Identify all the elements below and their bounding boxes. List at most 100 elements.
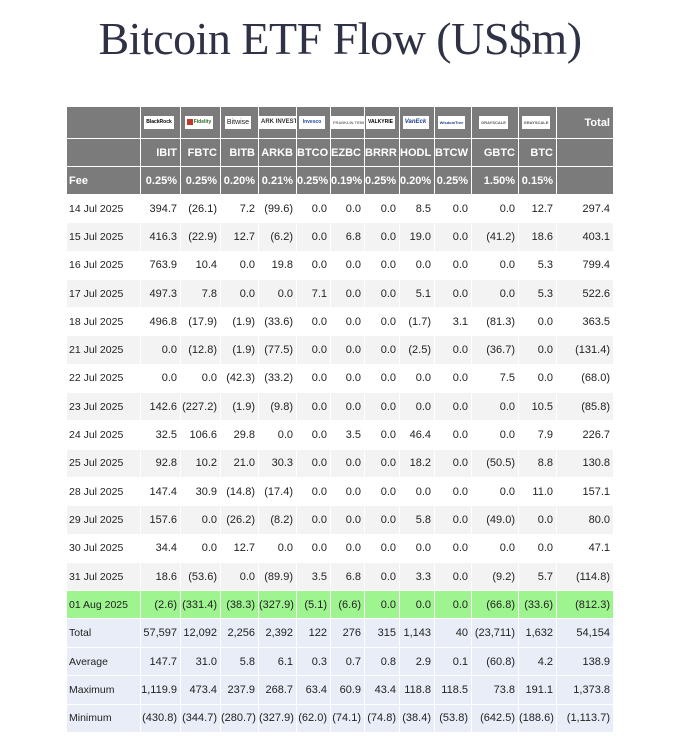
table-row: 31 Jul 2025 18.6 (53.6) 0.0 (89.9) 3.5 6.8 0.0 3… xyxy=(66,561,614,592)
flow-value-cell: (227.2) xyxy=(180,392,221,422)
ticker-header[interactable]: FBTC xyxy=(180,138,221,167)
flow-value-cell: 0.0 xyxy=(434,505,472,535)
flow-value-cell: (53.8) xyxy=(434,703,472,734)
ticker-header[interactable]: BITB xyxy=(220,138,259,167)
flow-value-cell: (89.9) xyxy=(258,561,297,592)
flow-value-cell: 6.1 xyxy=(258,646,297,677)
flow-value-cell: 12.7 xyxy=(518,193,557,224)
ticker-header[interactable]: BTCO xyxy=(296,138,331,167)
flow-value-cell: (42.3) xyxy=(220,363,259,394)
flow-value-cell: (60.8) xyxy=(471,646,519,677)
ticker-header[interactable]: BRRR xyxy=(364,138,400,167)
fund-logo-cell: GRAYSCALE xyxy=(471,106,519,139)
franklin-logo: FRANKLIN TEMPLETON xyxy=(331,116,364,129)
flow-value-cell: 0.0 xyxy=(471,420,519,450)
flow-value-cell: 0.0 xyxy=(364,420,400,450)
flow-value-cell: 0.0 xyxy=(220,250,259,280)
total-value-cell: (85.8) xyxy=(556,392,614,422)
flow-value-cell: (8.2) xyxy=(258,505,297,535)
flow-value-cell: 7.9 xyxy=(518,420,557,450)
date-cell: 30 Jul 2025 xyxy=(66,533,141,563)
flow-value-cell: (2.5) xyxy=(399,335,435,365)
total-value-cell: 403.1 xyxy=(556,222,614,252)
date-cell: 29 Jul 2025 xyxy=(66,505,141,535)
flow-value-cell: 142.6 xyxy=(140,392,181,422)
flow-value-cell: (327.9) xyxy=(258,590,297,620)
flow-value-cell: 1,632 xyxy=(518,618,557,648)
vaneck-logo: VanEck xyxy=(402,116,429,129)
page-title: Bitcoin ETF Flow (US$m) xyxy=(98,13,582,64)
flow-value-cell: 118.5 xyxy=(434,675,472,705)
fee-cell: 0.25% xyxy=(434,166,472,195)
ticker-header[interactable]: EZBC xyxy=(330,138,365,167)
summary-row: Total 57,597 12,092 2,256 2,392 122 276 315 1,14… xyxy=(66,618,614,648)
table-row: 15 Jul 2025 416.3 (22.9) 12.7 (6.2) 0.0 6.8 0.0… xyxy=(66,222,614,252)
flow-value-cell: (17.4) xyxy=(258,476,297,507)
flow-value-cell: 10.5 xyxy=(518,392,557,422)
invesco-logo: Invesco xyxy=(299,116,325,129)
flow-value-cell: 30.9 xyxy=(180,476,221,507)
ticker-header[interactable]: IBIT xyxy=(140,138,181,167)
flow-value-cell: 315 xyxy=(364,618,400,648)
fee-cell: 0.25% xyxy=(296,166,331,195)
flow-value-cell: (12.8) xyxy=(180,335,221,365)
flow-value-cell: (26.2) xyxy=(220,505,259,535)
flow-value-cell: 0.0 xyxy=(296,448,331,478)
table-row: 01 Aug 2025 (2.6) (331.4) (38.3) (327.9) (5.1… xyxy=(66,590,614,620)
empty-header-cell xyxy=(556,166,614,195)
total-value-cell: (131.4) xyxy=(556,335,614,365)
flow-value-cell: 0.0 xyxy=(364,392,400,422)
ticker-header[interactable]: BTCW xyxy=(434,138,472,167)
flow-value-cell: 1,143 xyxy=(399,618,435,648)
table-row: 28 Jul 2025 147.4 30.9 (14.8) (17.4) 0.0 0.0 0.… xyxy=(66,476,614,507)
flow-value-cell: 3.5 xyxy=(296,561,331,592)
flow-value-cell: 6.8 xyxy=(330,222,365,252)
flow-value-cell: 0.0 xyxy=(364,561,400,592)
flow-value-cell: 7.8 xyxy=(180,278,221,309)
total-header[interactable]: Total xyxy=(556,106,614,139)
total-value-cell: 157.1 xyxy=(556,476,614,507)
flow-value-cell: 763.9 xyxy=(140,250,181,280)
flow-value-cell: 0.0 xyxy=(296,222,331,252)
flow-value-cell: 63.4 xyxy=(296,675,331,705)
fund-logo-cell: FRANKLIN TEMPLETON xyxy=(330,106,365,139)
ticker-header[interactable]: ARKB xyxy=(258,138,297,167)
flow-value-cell: 0.0 xyxy=(364,533,400,563)
total-value-cell: 522.6 xyxy=(556,278,614,309)
flow-value-cell: 31.0 xyxy=(180,646,221,677)
corner-cell xyxy=(66,106,141,139)
flow-value-cell: (74.1) xyxy=(330,703,365,734)
flow-value-cell: (33.2) xyxy=(258,363,297,394)
ticker-header[interactable]: BTC xyxy=(518,138,557,167)
flow-value-cell: 0.0 xyxy=(140,363,181,394)
fee-cell: 0.25% xyxy=(180,166,221,195)
flow-value-cell: (23,711) xyxy=(471,618,519,648)
flow-value-cell: (1.9) xyxy=(220,392,259,422)
ark-logo: ARK INVEST xyxy=(259,116,296,129)
ticker-header[interactable]: GBTC xyxy=(471,138,519,167)
flow-value-cell: 18.6 xyxy=(140,561,181,592)
flow-value-cell: 2.9 xyxy=(399,646,435,677)
flow-value-cell: 496.8 xyxy=(140,307,181,337)
etf-flow-table: BlackRock Fidelity Bitwise ARK INVEST Invesc… xyxy=(66,106,614,734)
flow-value-cell: 0.0 xyxy=(258,533,297,563)
flow-value-cell: 0.0 xyxy=(364,222,400,252)
flow-value-cell: 0.0 xyxy=(296,250,331,280)
flow-value-cell: 0.0 xyxy=(296,193,331,224)
fund-logo-cell: BlackRock xyxy=(140,106,181,139)
fund-logo-cell: VanEck xyxy=(399,106,435,139)
flow-value-cell: (26.1) xyxy=(180,193,221,224)
flow-value-cell: 0.0 xyxy=(399,392,435,422)
date-cell: 01 Aug 2025 xyxy=(66,590,141,620)
fidelity-logo: Fidelity xyxy=(184,116,214,129)
flow-value-cell: (17.9) xyxy=(180,307,221,337)
bitwise-logo: Bitwise xyxy=(224,116,252,129)
flow-value-cell: 0.0 xyxy=(364,335,400,365)
flow-value-cell: 1,119.9 xyxy=(140,675,181,705)
flow-value-cell: 5.3 xyxy=(518,250,557,280)
flow-value-cell: 0.0 xyxy=(296,533,331,563)
flow-value-cell: (99.6) xyxy=(258,193,297,224)
flow-value-cell: 5.7 xyxy=(518,561,557,592)
ticker-header[interactable]: HODL xyxy=(399,138,435,167)
flow-value-cell: 7.1 xyxy=(296,278,331,309)
